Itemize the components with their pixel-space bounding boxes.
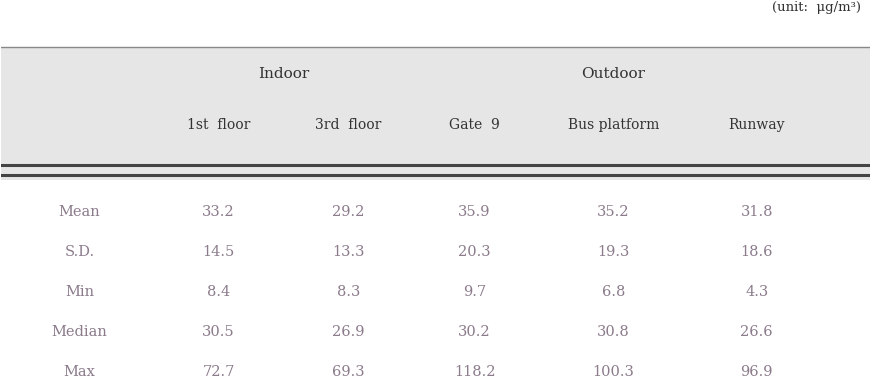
Text: (unit:  μg/m³): (unit: μg/m³) — [772, 0, 861, 14]
Text: Indoor: Indoor — [258, 67, 309, 81]
Text: Median: Median — [51, 325, 107, 339]
Text: 19.3: 19.3 — [598, 245, 630, 259]
Text: Bus platform: Bus platform — [568, 118, 659, 132]
Text: 26.9: 26.9 — [333, 325, 365, 339]
Text: 96.9: 96.9 — [740, 365, 773, 376]
Text: 9.7: 9.7 — [463, 285, 486, 299]
Text: 14.5: 14.5 — [202, 245, 234, 259]
Text: 6.8: 6.8 — [602, 285, 625, 299]
Text: Max: Max — [64, 365, 96, 376]
Text: 18.6: 18.6 — [740, 245, 773, 259]
Text: 35.9: 35.9 — [458, 205, 491, 219]
Text: 13.3: 13.3 — [333, 245, 365, 259]
Text: 8.3: 8.3 — [337, 285, 361, 299]
Text: 8.4: 8.4 — [206, 285, 230, 299]
Text: 100.3: 100.3 — [592, 365, 634, 376]
Text: 26.6: 26.6 — [740, 325, 773, 339]
Text: 31.8: 31.8 — [740, 205, 773, 219]
Text: 33.2: 33.2 — [202, 205, 235, 219]
Text: Runway: Runway — [728, 118, 785, 132]
Text: 20.3: 20.3 — [458, 245, 491, 259]
Text: 29.2: 29.2 — [333, 205, 365, 219]
Bar — [2, 47, 869, 180]
Text: 69.3: 69.3 — [333, 365, 365, 376]
Text: 72.7: 72.7 — [202, 365, 234, 376]
Text: 35.2: 35.2 — [598, 205, 630, 219]
Text: Mean: Mean — [58, 205, 100, 219]
Text: Min: Min — [65, 285, 94, 299]
Text: Gate  9: Gate 9 — [449, 118, 500, 132]
Text: 30.5: 30.5 — [202, 325, 235, 339]
Text: Outdoor: Outdoor — [582, 67, 645, 81]
Text: 118.2: 118.2 — [454, 365, 496, 376]
Text: 4.3: 4.3 — [745, 285, 768, 299]
Text: 30.8: 30.8 — [598, 325, 630, 339]
Text: S.D.: S.D. — [64, 245, 95, 259]
Text: 30.2: 30.2 — [458, 325, 491, 339]
Text: 1st  floor: 1st floor — [186, 118, 250, 132]
Text: 3rd  floor: 3rd floor — [315, 118, 381, 132]
